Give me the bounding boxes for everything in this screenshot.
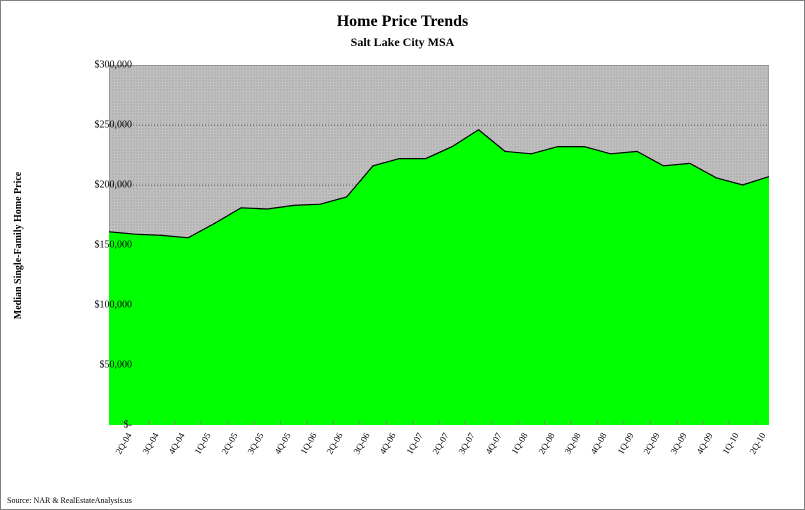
chart-title: Home Price Trends — [1, 13, 804, 31]
y-tick-label: $300,000 — [72, 60, 132, 71]
chart-subtitle: Salt Lake City MSA — [1, 35, 804, 50]
y-tick-label: $200,000 — [72, 180, 132, 191]
y-axis-label: Median Single-Family Home Price — [9, 65, 29, 425]
chart-container: Home Price Trends Salt Lake City MSA Med… — [0, 0, 805, 510]
source-text: Source: NAR & RealEstateAnalysis.us — [7, 496, 132, 505]
y-tick-label: $150,000 — [72, 240, 132, 251]
y-tick-label: $50,000 — [72, 360, 132, 371]
y-tick-label: $250,000 — [72, 120, 132, 131]
area-chart-svg — [109, 65, 769, 425]
y-tick-label: $100,000 — [72, 300, 132, 311]
y-tick-label: $- — [72, 420, 132, 431]
plot-area — [109, 65, 769, 425]
